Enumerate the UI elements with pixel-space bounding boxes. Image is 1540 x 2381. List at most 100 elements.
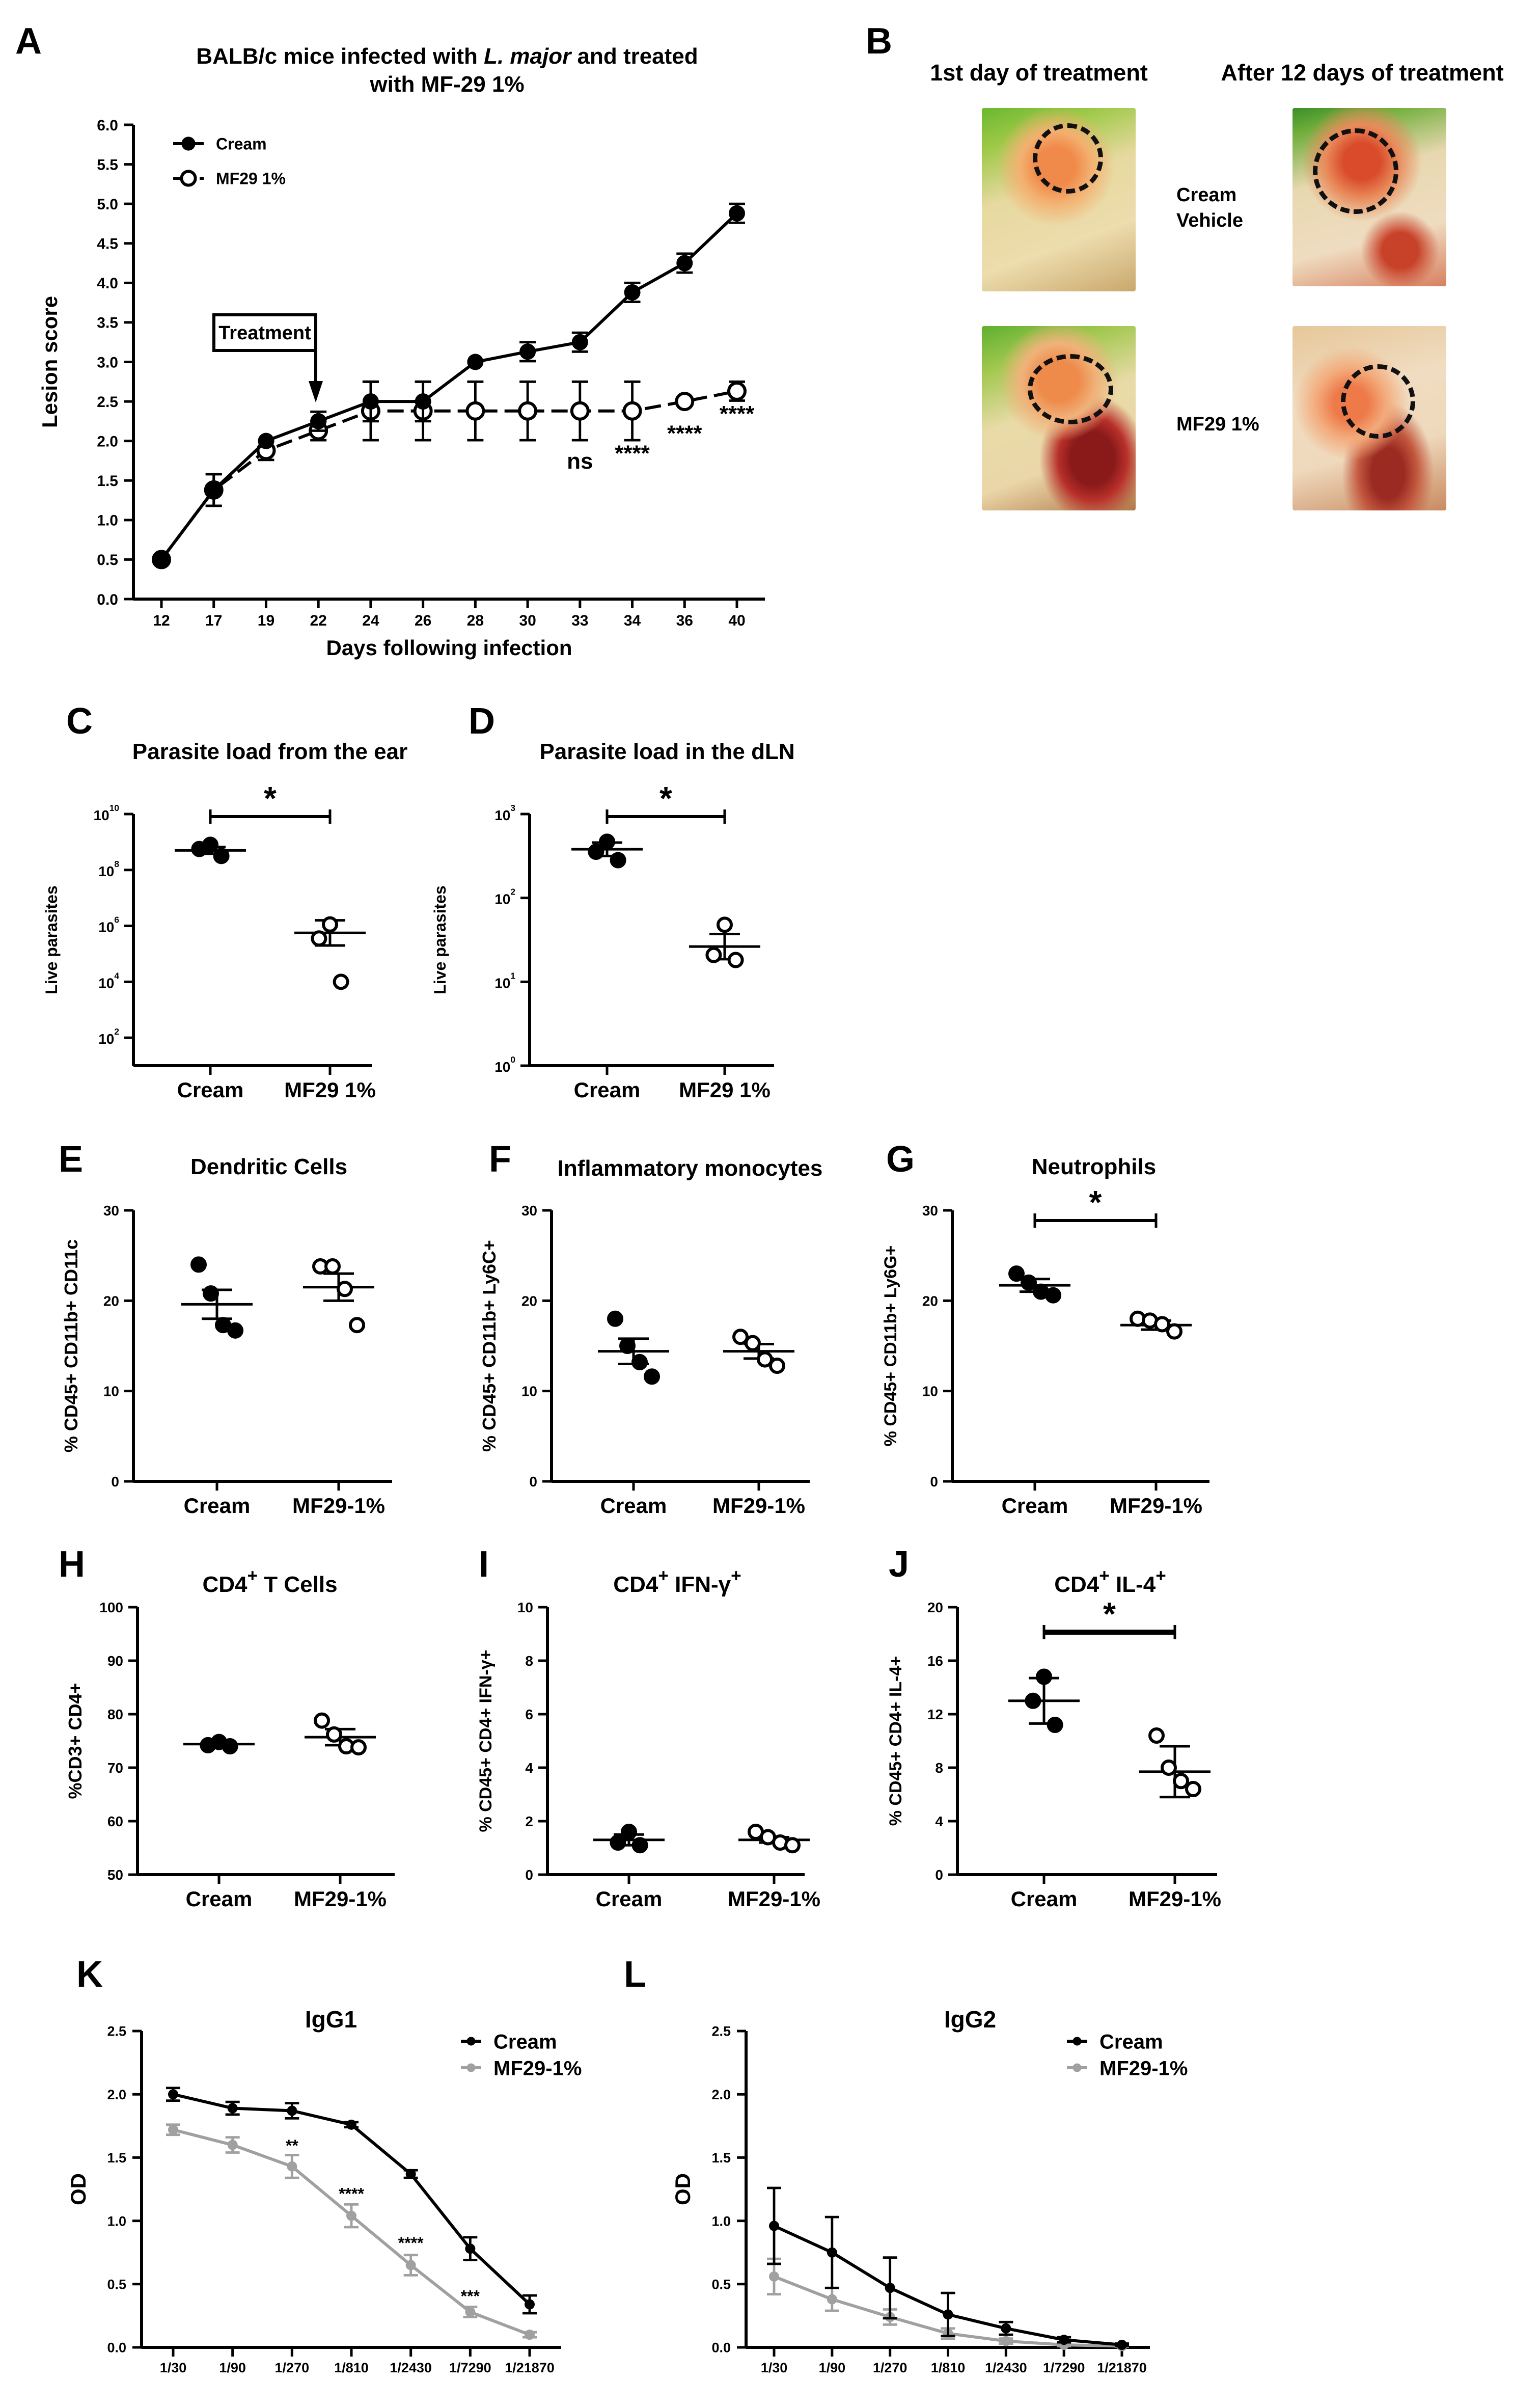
x-tick-label: 30 (519, 612, 536, 629)
data-point (1059, 2335, 1069, 2345)
data-point (1173, 1773, 1189, 1790)
legend-marker (1072, 2037, 1082, 2046)
x-tick-label: 40 (728, 612, 745, 629)
data-point (624, 284, 641, 301)
significance-label: **** (398, 2234, 424, 2252)
x-tick-label: 1/21870 (1097, 2360, 1147, 2375)
legend-label: Cream (493, 2031, 557, 2053)
data-point (465, 2243, 476, 2254)
chart-title: CD4+ IFN-γ+ (613, 1566, 741, 1597)
panel-letter-f: F (489, 1139, 511, 1180)
chart-title: Inflammatory monocytes (558, 1156, 823, 1181)
data-point (227, 1322, 243, 1339)
x-tick-label: 1/810 (931, 2360, 966, 2375)
data-point (227, 2140, 238, 2150)
tick-base: 10 (494, 807, 510, 823)
data-point (349, 1317, 365, 1334)
y-tick-label: 12 (927, 1707, 943, 1722)
data-point (727, 381, 747, 401)
panel-letter-j: J (889, 1544, 909, 1585)
y-axis-label: Live parasites (42, 885, 61, 994)
y-tick-label: 10 (103, 1384, 119, 1399)
legend-label: MF29-1% (493, 2057, 582, 2079)
y-tick-label: 20 (103, 1293, 119, 1309)
y-axis-label: % CD45+ CD4+ IL-4+ (886, 1656, 905, 1826)
y-axis-label: OD (66, 2173, 90, 2205)
y-tick-label: 80 (107, 1707, 123, 1722)
data-point (1001, 2323, 1011, 2334)
x-tick-label: 22 (310, 612, 326, 629)
y-tick-label: 16 (927, 1653, 943, 1669)
y-tick-label: 5.0 (97, 196, 118, 213)
data-point (1001, 2336, 1011, 2346)
treatment-box (212, 313, 317, 352)
x-tick-label: MF29-1% (1110, 1494, 1202, 1518)
y-tick-label: 0 (935, 1867, 943, 1883)
title-sup: + (731, 1566, 741, 1586)
significance-label: * (264, 780, 277, 817)
chart-title: IgG2 (944, 2006, 996, 2033)
chart-title: IgG1 (305, 2006, 357, 2033)
x-tick-label: 1/30 (160, 2360, 187, 2375)
data-point (346, 2119, 356, 2130)
x-tick-label: 1/21870 (505, 2360, 555, 2375)
y-tick-label: 3.5 (97, 315, 118, 332)
title-text: Inflammatory monocytes (558, 1156, 823, 1181)
data-point (1036, 1668, 1052, 1685)
data-point (322, 916, 338, 933)
data-point (465, 2307, 476, 2317)
y-axis-label: Lesion score (38, 296, 62, 428)
tick-exponent: 3 (510, 803, 515, 813)
data-point (258, 432, 274, 449)
y-tick-label: 5.5 (97, 156, 118, 173)
x-tick-label: Cream (186, 1887, 253, 1911)
data-point (362, 393, 379, 410)
tick-base: 10 (494, 891, 510, 907)
y-tick-label: 30 (922, 1203, 938, 1219)
tick-exponent: 6 (114, 915, 119, 925)
y-axis-label: %CD3+ CD4+ (65, 1683, 86, 1799)
y-tick-label: 10 (922, 1384, 938, 1399)
x-tick-label: 1/7290 (449, 2360, 491, 2375)
significance-label: *** (461, 2287, 480, 2306)
y-tick-label: 6.0 (97, 117, 118, 134)
chart-title: Neutrophils (1032, 1154, 1156, 1179)
x-tick-label: MF29-1% (1129, 1887, 1221, 1911)
title-text: Parasite load from the ear (132, 739, 407, 764)
chart-panel-l: 0.0 0.5 1.0 1.5 2.0 2.5 1/30 1/90 1/270 1/810 1/24… (671, 2024, 1188, 2375)
data-point (570, 401, 590, 421)
data-point (717, 916, 733, 933)
x-axis-label: Days following infection (326, 636, 572, 660)
y-tick-label: 30 (103, 1203, 119, 1219)
data-point (518, 401, 538, 421)
data-point (222, 1738, 238, 1754)
data-point (599, 833, 615, 850)
tick-exponent: 1 (510, 970, 515, 981)
data-point (153, 551, 170, 568)
y-tick-label: 0 (111, 1474, 119, 1490)
data-point (1045, 1287, 1061, 1304)
legend-marker (1072, 2063, 1082, 2072)
data-point (644, 1368, 660, 1385)
photo-cream-day12 (1292, 108, 1446, 286)
significance-label: **** (615, 441, 650, 466)
y-tick-label: 2.0 (97, 433, 118, 450)
significance-label: * (1103, 1595, 1116, 1632)
data-point (757, 1351, 773, 1368)
data-point (467, 354, 484, 370)
data-point (769, 2271, 779, 2282)
y-tick-label: 101 (494, 970, 515, 991)
photo-mf29-day12 (1292, 326, 1446, 510)
title-sup: + (1156, 1566, 1166, 1586)
y-tick-label: 100 (99, 1600, 123, 1615)
x-tick-label: 33 (571, 612, 588, 629)
y-tick-label: 0.0 (107, 2340, 126, 2356)
chart-panel-a: 0.0 0.5 1.0 1.5 2.0 2.5 3.0 3.5 4.0 4.5 5.0 5.5 6.0 1… (38, 44, 765, 660)
x-tick-label: MF29-1% (294, 1887, 387, 1911)
y-tick-label: 0 (525, 1867, 533, 1883)
y-axis-label: % CD45+ CD11b+ Ly6G+ (881, 1246, 900, 1447)
y-tick-label: 0.0 (711, 2340, 731, 2356)
panel-letter-e: E (59, 1139, 83, 1180)
x-tick-label: 1/270 (873, 2360, 908, 2375)
legend-label: Cream (216, 135, 267, 153)
